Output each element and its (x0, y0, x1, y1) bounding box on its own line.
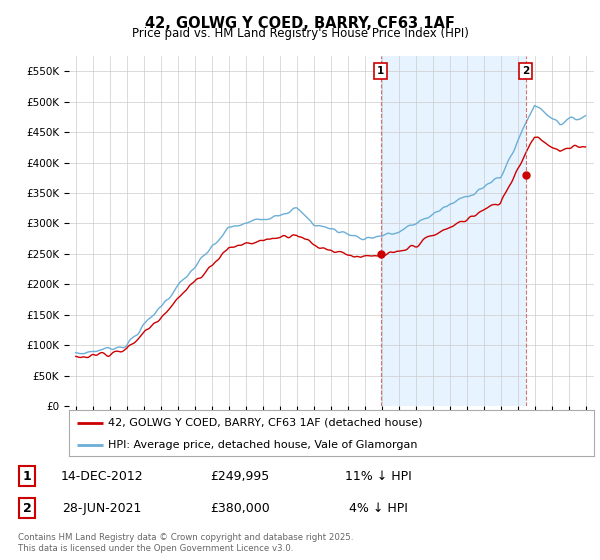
Text: 2: 2 (522, 66, 529, 76)
Text: 28-JUN-2021: 28-JUN-2021 (62, 502, 142, 515)
Text: £380,000: £380,000 (210, 502, 270, 515)
Text: Contains HM Land Registry data © Crown copyright and database right 2025.
This d: Contains HM Land Registry data © Crown c… (18, 533, 353, 553)
Text: 14-DEC-2012: 14-DEC-2012 (61, 470, 143, 483)
Text: 1: 1 (377, 66, 385, 76)
Text: £249,995: £249,995 (211, 470, 269, 483)
Bar (381, 56, 526, 406)
Text: 1: 1 (23, 470, 31, 483)
Text: 42, GOLWG Y COED, BARRY, CF63 1AF: 42, GOLWG Y COED, BARRY, CF63 1AF (145, 16, 455, 31)
Text: Price paid vs. HM Land Registry's House Price Index (HPI): Price paid vs. HM Land Registry's House … (131, 27, 469, 40)
Text: 42, GOLWG Y COED, BARRY, CF63 1AF (detached house): 42, GOLWG Y COED, BARRY, CF63 1AF (detac… (109, 418, 423, 428)
Text: 11% ↓ HPI: 11% ↓ HPI (344, 470, 412, 483)
Text: HPI: Average price, detached house, Vale of Glamorgan: HPI: Average price, detached house, Vale… (109, 440, 418, 450)
Text: 2: 2 (23, 502, 31, 515)
Text: 4% ↓ HPI: 4% ↓ HPI (349, 502, 407, 515)
